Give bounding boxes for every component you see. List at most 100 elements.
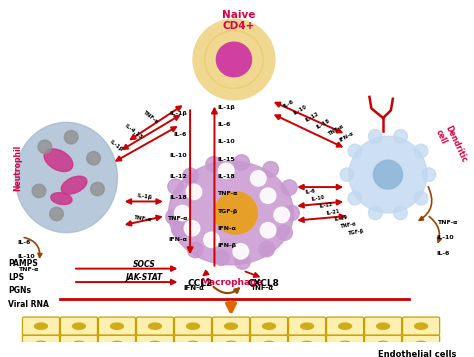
Text: IL-1β: IL-1β <box>136 193 152 200</box>
Text: JAK-STAT: JAK-STAT <box>126 273 163 282</box>
Circle shape <box>394 130 408 143</box>
Text: IL-6: IL-6 <box>18 240 31 245</box>
Text: IL-12: IL-12 <box>304 111 319 123</box>
Text: TNF-α: TNF-α <box>437 220 457 225</box>
FancyBboxPatch shape <box>327 335 364 353</box>
Ellipse shape <box>300 322 314 330</box>
Circle shape <box>414 192 428 205</box>
Ellipse shape <box>338 341 352 348</box>
Text: Viral RNA: Viral RNA <box>8 300 49 308</box>
Text: TNF-α: TNF-α <box>167 216 187 221</box>
Ellipse shape <box>15 122 118 233</box>
FancyBboxPatch shape <box>402 335 439 353</box>
Ellipse shape <box>186 341 200 348</box>
FancyBboxPatch shape <box>137 335 173 353</box>
Text: IL-12: IL-12 <box>169 174 187 179</box>
Circle shape <box>193 19 275 100</box>
Text: IL-6: IL-6 <box>174 132 187 137</box>
FancyBboxPatch shape <box>251 353 288 357</box>
Text: IL-10: IL-10 <box>18 253 35 259</box>
Text: IL-12: IL-12 <box>319 202 333 209</box>
FancyBboxPatch shape <box>365 317 401 335</box>
Text: TGF-β: TGF-β <box>348 228 365 236</box>
Ellipse shape <box>44 149 73 171</box>
FancyBboxPatch shape <box>61 317 98 335</box>
Ellipse shape <box>262 341 276 348</box>
Ellipse shape <box>414 322 428 330</box>
Text: Dendritic
cell: Dendritic cell <box>434 124 468 168</box>
Ellipse shape <box>148 322 162 330</box>
Circle shape <box>282 180 297 195</box>
Circle shape <box>32 184 46 198</box>
Text: IFN-α: IFN-α <box>339 131 355 143</box>
FancyBboxPatch shape <box>289 335 326 353</box>
FancyBboxPatch shape <box>251 335 288 353</box>
FancyBboxPatch shape <box>289 353 326 357</box>
FancyBboxPatch shape <box>251 317 288 335</box>
Circle shape <box>38 140 52 154</box>
Ellipse shape <box>110 341 124 348</box>
Circle shape <box>188 242 203 258</box>
Circle shape <box>274 207 290 222</box>
Text: IL-1β: IL-1β <box>109 139 124 152</box>
Text: IL-6: IL-6 <box>437 251 450 256</box>
Circle shape <box>263 161 278 177</box>
FancyBboxPatch shape <box>99 335 136 353</box>
Circle shape <box>87 152 100 165</box>
Circle shape <box>422 168 436 181</box>
Ellipse shape <box>224 341 238 348</box>
Text: IL-15: IL-15 <box>218 157 235 162</box>
Circle shape <box>234 155 249 170</box>
Text: PAMPS: PAMPS <box>8 259 37 268</box>
Text: IFN-α: IFN-α <box>218 226 236 231</box>
Text: TGF-β: TGF-β <box>218 208 238 213</box>
Text: IL-18: IL-18 <box>316 118 331 130</box>
FancyBboxPatch shape <box>99 353 136 357</box>
FancyBboxPatch shape <box>137 353 173 357</box>
Text: TNF-α: TNF-α <box>134 215 153 222</box>
Circle shape <box>340 168 354 181</box>
FancyBboxPatch shape <box>212 335 249 353</box>
Circle shape <box>260 188 276 203</box>
Circle shape <box>283 205 299 221</box>
Ellipse shape <box>51 193 72 205</box>
Text: CCL2: CCL2 <box>187 279 212 288</box>
Text: TNF-α: TNF-α <box>251 285 274 291</box>
FancyBboxPatch shape <box>289 317 326 335</box>
FancyBboxPatch shape <box>327 353 364 357</box>
FancyBboxPatch shape <box>137 317 173 335</box>
Circle shape <box>214 250 229 266</box>
Circle shape <box>349 136 427 213</box>
Circle shape <box>219 163 234 178</box>
FancyBboxPatch shape <box>22 335 59 353</box>
Circle shape <box>174 205 190 221</box>
FancyBboxPatch shape <box>174 353 211 357</box>
Circle shape <box>206 157 221 172</box>
Text: Neutrophil: Neutrophil <box>13 145 22 191</box>
Text: IFN-α: IFN-α <box>168 237 187 242</box>
Text: Naive
CD4+: Naive CD4+ <box>222 10 255 31</box>
Text: CXCL8: CXCL8 <box>247 279 279 288</box>
FancyBboxPatch shape <box>61 335 98 353</box>
Text: IL-18: IL-18 <box>218 174 235 179</box>
Circle shape <box>217 42 252 77</box>
Circle shape <box>277 225 292 240</box>
Circle shape <box>233 244 248 259</box>
Text: Macrophage: Macrophage <box>200 278 262 287</box>
Text: IL-1β: IL-1β <box>218 105 235 110</box>
Circle shape <box>251 171 266 186</box>
Ellipse shape <box>338 322 352 330</box>
Ellipse shape <box>262 322 276 330</box>
Text: IL-10: IL-10 <box>218 140 235 145</box>
Ellipse shape <box>376 341 390 348</box>
Text: IFN-α: IFN-α <box>183 285 204 291</box>
Ellipse shape <box>224 322 238 330</box>
Text: PGNs: PGNs <box>8 286 31 295</box>
Text: TNF-α: TNF-α <box>340 222 357 229</box>
Text: IL-10: IL-10 <box>292 105 308 116</box>
FancyBboxPatch shape <box>99 317 136 335</box>
Circle shape <box>168 179 183 194</box>
Text: IL-18: IL-18 <box>169 195 187 200</box>
Text: Endothelial cells: Endothelial cells <box>378 351 456 357</box>
FancyBboxPatch shape <box>327 317 364 335</box>
